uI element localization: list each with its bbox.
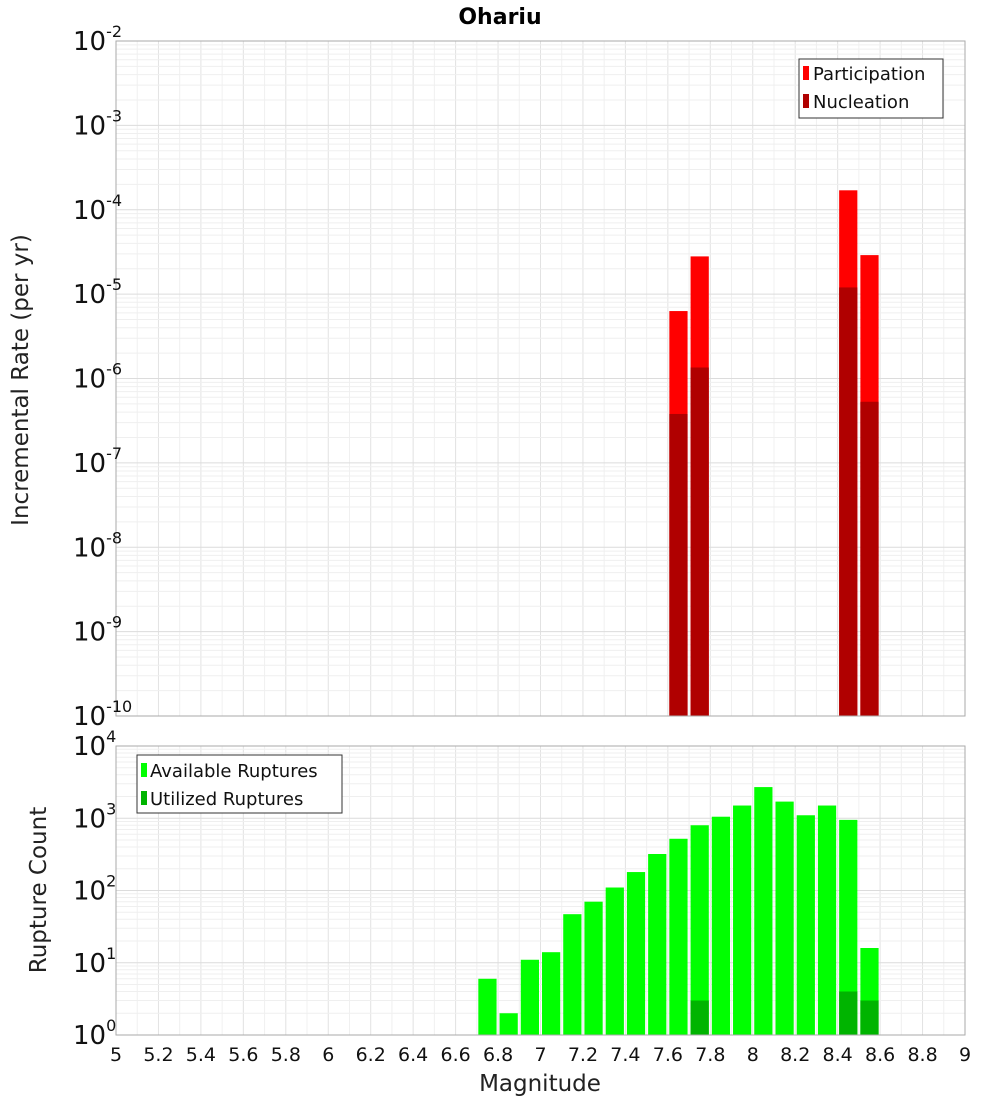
top-legend-box [798,58,944,119]
bottom-plot-frame [115,745,966,1036]
x-tick-label: 8.6 [865,1044,895,1066]
x-tick-label: 6.6 [440,1044,470,1066]
x-tick-label: 7.6 [653,1044,683,1066]
x-ticks: 5 5.2 5.4 5.6 5.8 6 6.2 6.4 6.6 6.8 7 7.2 7.4 7.6 7.8 8… [110,1044,971,1066]
legend-swatch-utilized-ruptures [141,791,147,805]
bottom-ytick-label: 103 [73,799,116,834]
bar-utilized-ruptures [839,991,858,1035]
bar-available-ruptures [796,815,815,1035]
top-plot-frame [115,40,966,717]
bar-available-ruptures [669,838,688,1035]
bar-nucleation [690,367,709,716]
bottom-ytick-label: 102 [73,872,116,907]
x-tick-label: 8.4 [823,1044,853,1066]
legend-swatch-nucleation [803,94,809,108]
legend-label-participation: Participation [813,64,925,85]
legend-swatch-available-ruptures [141,763,147,777]
legend-swatch-participation [803,66,809,80]
bar-available-ruptures [733,805,752,1035]
bar-nucleation [839,287,858,716]
x-tick-label: 8.2 [780,1044,810,1066]
bar-available-ruptures [775,801,794,1035]
x-tick-label: 6 [322,1044,334,1066]
bottom-ytick-label: 101 [73,944,116,979]
top-plot-gridlines [115,41,966,717]
bar-utilized-ruptures [690,1000,709,1035]
bottom-y-ticks: 104 103 102 101 100 [73,727,116,1051]
x-axis-label: Magnitude [479,1071,601,1097]
chart-title: Ohariu [458,5,541,30]
legend-label-available-ruptures: Available Ruptures [150,761,318,782]
bar-available-ruptures [478,978,497,1035]
x-tick-label: 5.8 [271,1044,301,1066]
top-ytick-label: 10-4 [73,191,122,226]
top-ytick-label: 10-7 [73,444,122,479]
x-tick-label: 7.8 [695,1044,725,1066]
bottom-y-axis-label: Rupture Count [26,807,52,973]
top-ytick-label: 10-2 [73,22,122,57]
bottom-ytick-label: 100 [73,1016,116,1051]
x-tick-label: 7.4 [610,1044,640,1066]
top-ytick-label: 10-3 [73,106,122,141]
bar-available-ruptures [754,787,773,1035]
bottom-legend-box [136,754,343,814]
x-tick-label: 6.4 [398,1044,428,1066]
x-tick-label: 8.8 [907,1044,937,1066]
bar-available-ruptures [711,816,731,1035]
bar-nucleation [669,413,688,716]
legend-label-nucleation: Nucleation [813,92,909,113]
bottom-plot-bars [478,787,879,1035]
bar-available-ruptures [563,914,582,1035]
bar-available-ruptures [542,952,561,1035]
bar-available-ruptures [626,872,646,1035]
bar-available-ruptures [499,1013,518,1035]
top-ytick-label: 10-6 [73,360,122,395]
bar-available-ruptures [584,901,603,1035]
bar-utilized-ruptures [860,1000,879,1035]
top-y-axis-label: Incremental Rate (per yr) [8,234,34,526]
x-tick-label: 5.2 [143,1044,173,1066]
legend-label-utilized-ruptures: Utilized Ruptures [150,789,303,810]
top-plot-bars [669,190,879,716]
bar-available-ruptures [817,805,837,1035]
bottom-legend: Available Ruptures Utilized Ruptures [136,754,343,814]
top-ytick-label: 10-10 [73,697,132,732]
top-y-ticks: 10-2 10-3 10-4 10-5 10-6 10-7 10-8 10-9 10-10 [73,22,132,732]
top-ytick-label: 10-8 [73,528,122,563]
x-tick-label: 5 [110,1044,122,1066]
top-legend: Participation Nucleation [798,58,944,119]
bar-available-ruptures [605,887,624,1035]
bar-available-ruptures [520,959,539,1035]
x-tick-label: 8 [747,1044,759,1066]
bar-available-ruptures [690,825,709,1035]
bar-available-ruptures [839,819,858,1035]
x-tick-label: 5.4 [186,1044,216,1066]
x-tick-label: 6.2 [356,1044,386,1066]
x-tick-label: 6.8 [483,1044,513,1066]
x-tick-label: 7.2 [568,1044,598,1066]
bar-available-ruptures [648,854,667,1035]
bottom-ytick-label: 104 [73,727,116,762]
x-tick-label: 5.6 [228,1044,258,1066]
top-ytick-label: 10-5 [73,275,122,310]
x-tick-label: 7 [534,1044,546,1066]
x-tick-label: 9 [959,1044,971,1066]
top-ytick-label: 10-9 [73,613,122,648]
bar-nucleation [860,401,879,716]
